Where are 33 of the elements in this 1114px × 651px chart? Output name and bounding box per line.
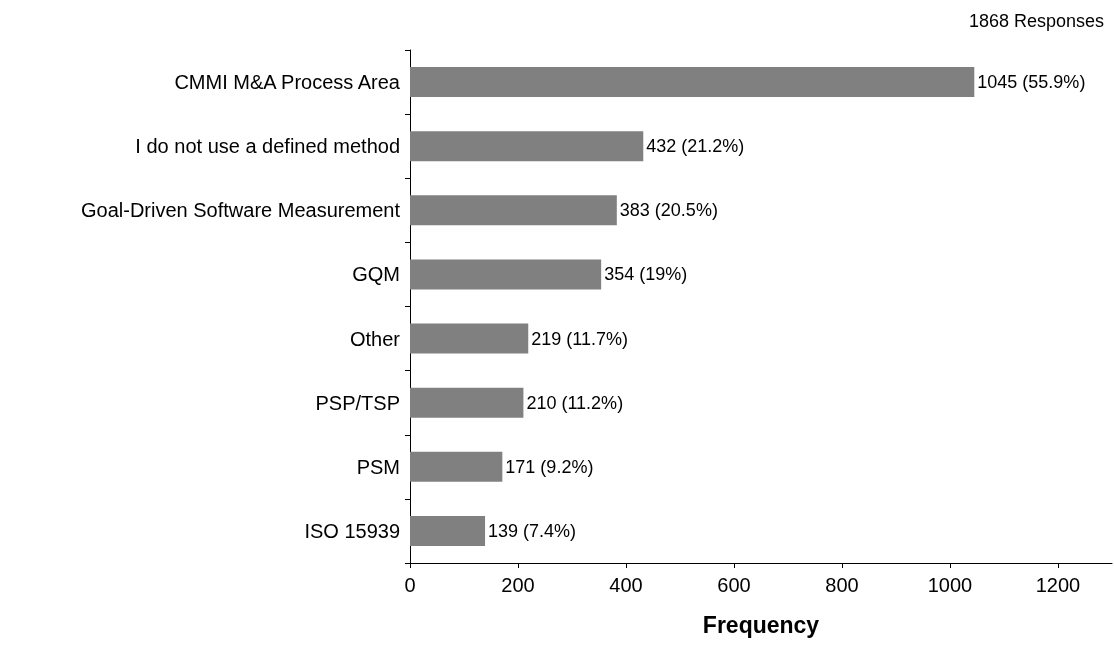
- x-tick-label: 200: [501, 574, 535, 596]
- x-tick-label: 800: [825, 574, 859, 596]
- bar: [410, 131, 644, 162]
- x-tick-label: 0: [404, 574, 416, 596]
- data-label: 383 (20.5%): [619, 200, 718, 221]
- data-label: 139 (7.4%): [488, 520, 577, 541]
- bar: [410, 451, 503, 482]
- bar: [410, 323, 529, 354]
- data-label: 171 (9.2%): [505, 456, 594, 477]
- x-tick-label: 1200: [1035, 574, 1081, 596]
- x-tick-label: 600: [717, 574, 751, 596]
- text: 1868 Responses: [968, 11, 1105, 31]
- data-label: 432 (21.2%): [646, 136, 745, 157]
- y-tick-label: PSP/TSP: [315, 391, 400, 414]
- x-tick-label: 400: [609, 574, 643, 596]
- y-tick-label: Other: [349, 327, 401, 350]
- data-label: 354 (19%): [604, 264, 688, 285]
- bar: [410, 67, 975, 98]
- bar: [410, 195, 617, 226]
- y-tick-label: CMMI M&A Process Area: [174, 71, 401, 94]
- data-label: 210 (11.2%): [526, 392, 624, 413]
- bar: [410, 259, 602, 290]
- bar: [410, 515, 486, 546]
- y-tick-label: I do not use a defined method: [135, 135, 400, 158]
- y-tick-label: PSM: [356, 455, 400, 478]
- x-tick-label: 1000: [927, 574, 973, 596]
- y-tick-label: ISO 15939: [304, 519, 400, 542]
- data-label: 1045 (55.9%): [977, 72, 1086, 93]
- y-tick-label: GQM: [352, 263, 400, 286]
- y-tick-label: Goal-Driven Software Measurement: [80, 199, 401, 222]
- data-label: 219 (11.7%): [531, 328, 628, 349]
- bar: [410, 387, 524, 418]
- x-axis-title: Frequency: [702, 611, 820, 638]
